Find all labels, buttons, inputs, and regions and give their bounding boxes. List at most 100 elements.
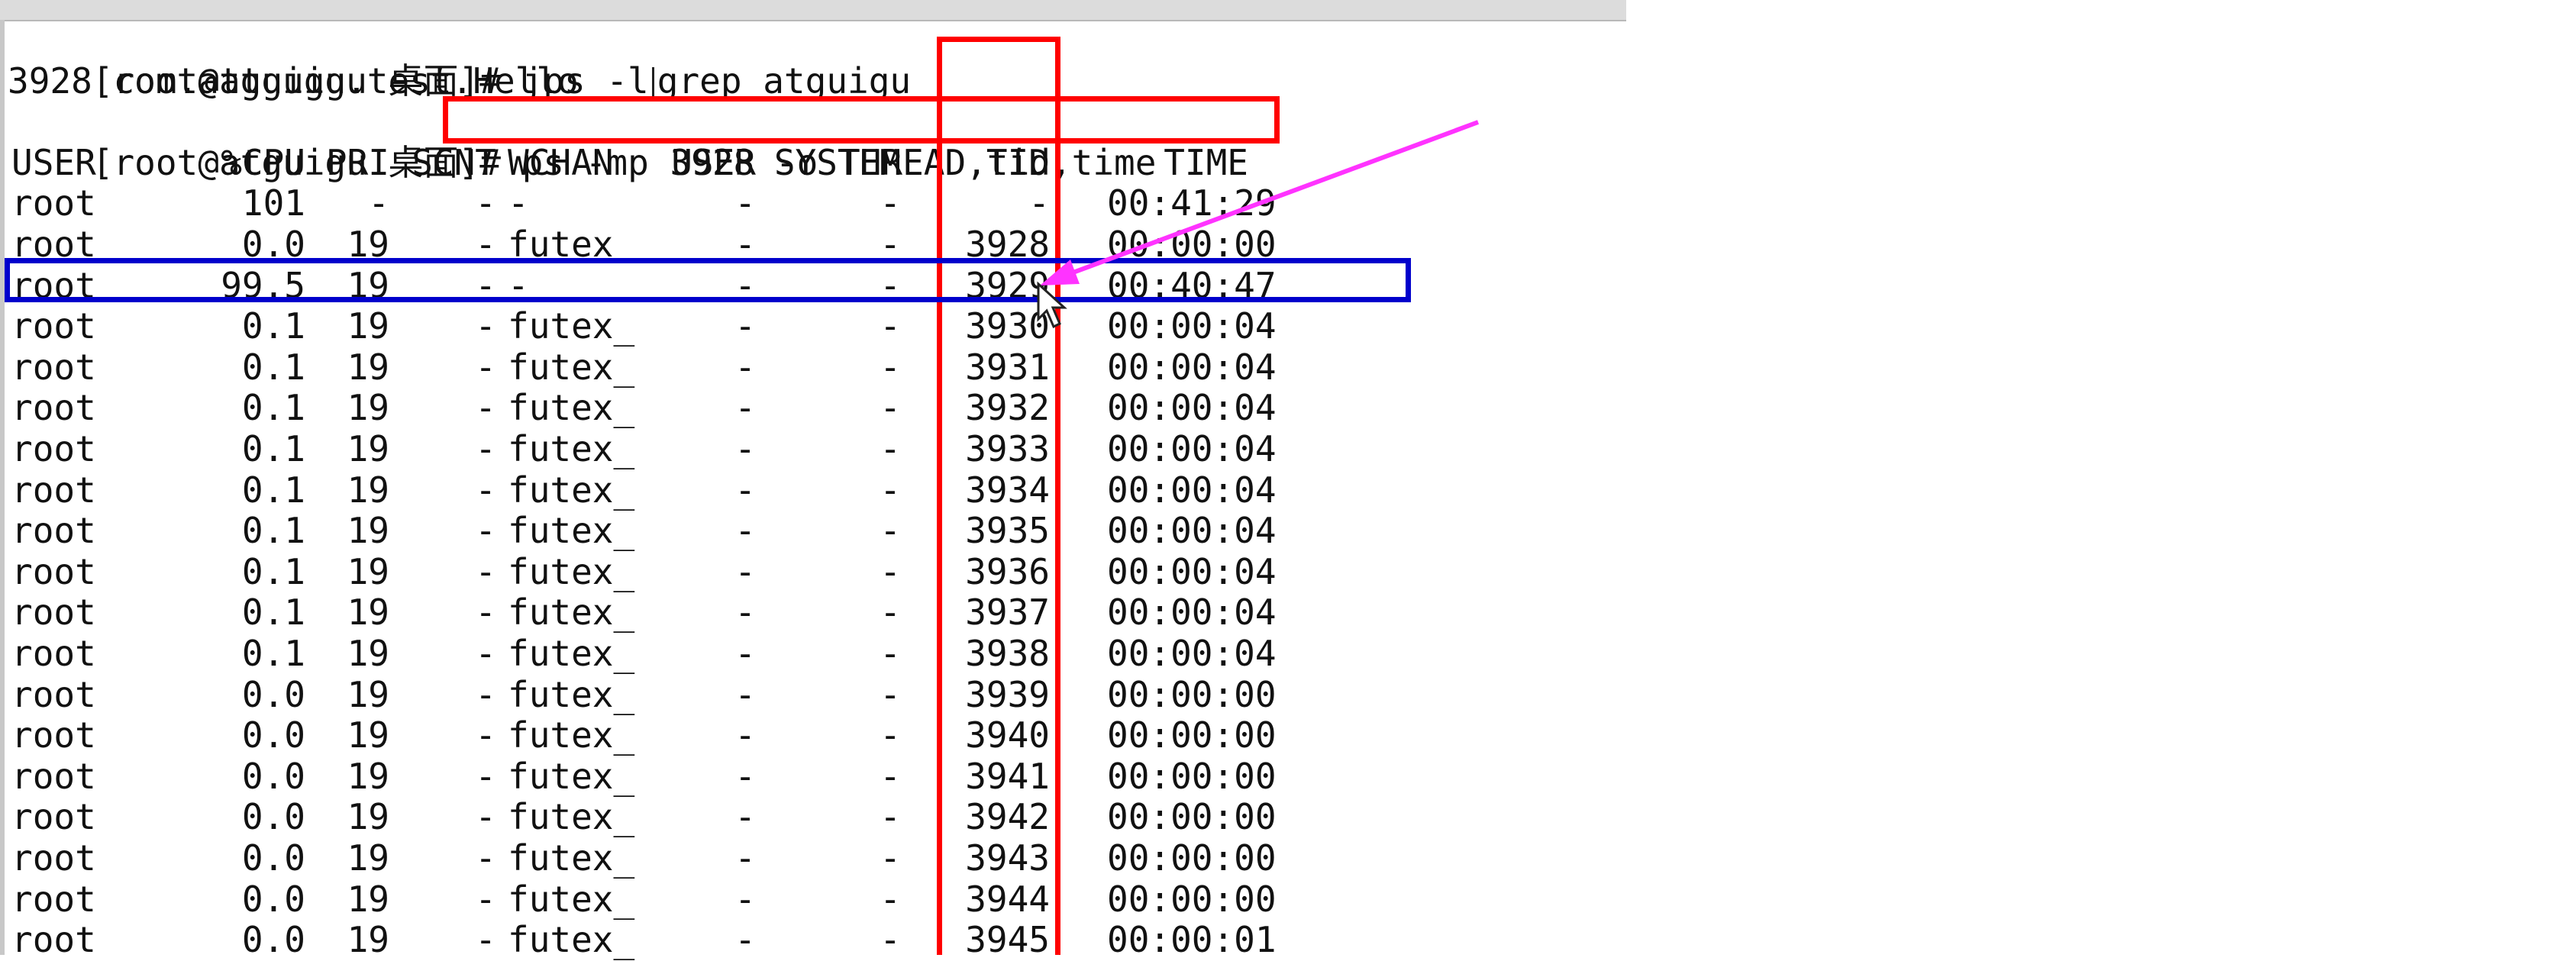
cell-pri: 19 — [347, 510, 389, 552]
header-system: SYSTEM — [773, 141, 901, 183]
cell-pri: 19 — [347, 919, 389, 961]
cell-wchan: futex_ — [508, 755, 635, 797]
header-tid: TID — [986, 141, 1050, 183]
cell-wchan: futex_ — [508, 673, 635, 715]
cell-time: 00:00:04 — [1107, 510, 1277, 552]
cell-tid: 3945 — [965, 919, 1050, 961]
cell-user-time: - — [734, 714, 756, 756]
cell-cpu: 0.1 — [241, 592, 305, 634]
cell-time: 00:00:00 — [1107, 878, 1277, 920]
table-row: root 0.1 19- futex_ - -3935 00:00:04 — [8, 511, 1306, 552]
cell-wchan: futex_ — [508, 469, 635, 511]
header-user: USER — [11, 141, 96, 183]
cell-wchan: futex_ — [508, 633, 635, 674]
cell-scnt: - — [475, 469, 496, 511]
cell-user: root — [11, 673, 96, 715]
cell-tid: 3930 — [965, 305, 1050, 347]
table-row: root 0.0 19- futex_ - -3942 00:00:00 — [8, 797, 1306, 838]
table-row: root 0.1 19- futex_ - -3933 00:00:04 — [8, 428, 1306, 470]
cell-system: - — [880, 469, 901, 511]
cell-tid: 3937 — [965, 592, 1050, 634]
cell-scnt: - — [475, 346, 496, 388]
cell-cpu: 0.0 — [241, 878, 305, 920]
cell-system: - — [880, 919, 901, 961]
cell-user-time: - — [734, 510, 756, 552]
table-header: USER %CPU PRI SCNT WCHAN USER SYSTEM TID… — [8, 141, 1306, 184]
cell-user: root — [11, 469, 96, 511]
cell-system: - — [880, 550, 901, 592]
cell-pri: 19 — [347, 305, 389, 347]
command-line-2-command: ps -mp 3928 -o THREAD,tid,time — [521, 141, 1157, 183]
cell-scnt: - — [475, 387, 496, 429]
cell-time: 00:00:00 — [1107, 673, 1277, 715]
terminal-title-bar — [0, 0, 1626, 21]
table-row: root 0.1 19- futex_ - -3938 00:00:04 — [8, 633, 1306, 675]
cell-scnt: - — [475, 714, 496, 756]
cell-scnt: - — [475, 550, 496, 592]
cell-pri: 19 — [347, 224, 389, 265]
cell-cpu: 0.0 — [241, 837, 305, 879]
cell-system: - — [880, 755, 901, 797]
cell-user-time: - — [734, 755, 756, 797]
cell-cpu: 0.1 — [241, 428, 305, 469]
table-row: root 0.1 19- futex_ - -3930 00:00:04 — [8, 306, 1306, 347]
cell-user-time: - — [734, 633, 756, 674]
cell-time: 00:00:04 — [1107, 592, 1277, 634]
cell-system: - — [880, 878, 901, 920]
table-row: root 0.0 19- futex_ - -3940 00:00:00 — [8, 715, 1306, 756]
cell-user: root — [11, 510, 96, 552]
cell-tid: 3932 — [965, 387, 1050, 429]
command-line-1-prefix: [root@atguigu 桌面]# jps -l — [92, 60, 649, 102]
cell-scnt: - — [475, 510, 496, 552]
cell-tid: 3944 — [965, 878, 1050, 920]
cell-tid: 3931 — [965, 346, 1050, 388]
cell-user-time: - — [734, 878, 756, 920]
cell-system: - — [880, 796, 901, 838]
cell-pri: 19 — [347, 837, 389, 879]
cell-user: root — [11, 346, 96, 388]
cell-pri: 19 — [347, 755, 389, 797]
table-row: root 0.0 19- futex - -3928 00:00:00 — [8, 224, 1306, 266]
cell-user-time: - — [734, 673, 756, 715]
cell-scnt: - — [475, 673, 496, 715]
cell-wchan: futex_ — [508, 305, 635, 347]
cell-user: root — [11, 837, 96, 879]
cell-wchan: futex_ — [508, 428, 635, 469]
cell-system: - — [880, 592, 901, 634]
cell-wchan: futex_ — [508, 387, 635, 429]
cell-tid: 3934 — [965, 469, 1050, 511]
cell-wchan: futex_ — [508, 919, 635, 961]
cell-system: - — [880, 633, 901, 674]
cell-wchan: - — [508, 182, 529, 224]
cell-tid: 3928 — [965, 224, 1050, 265]
table-row: root 0.0 19- futex_ - -3939 00:00:00 — [8, 673, 1306, 716]
cell-system: - — [880, 673, 901, 715]
cell-tid: 3933 — [965, 428, 1050, 469]
cell-time: 00:00:01 — [1107, 919, 1277, 961]
cell-user: root — [11, 878, 96, 920]
row-highlight-box — [5, 258, 1411, 302]
cell-tid: 3936 — [965, 550, 1050, 592]
cell-wchan: futex_ — [508, 714, 635, 756]
cell-tid: 3940 — [965, 714, 1050, 756]
cell-pri: 19 — [347, 673, 389, 715]
command-line-2: [root@atguigu 桌面]# ps -mp 3928 -o THREAD… — [8, 102, 1157, 183]
cell-cpu: 0.1 — [241, 469, 305, 511]
cell-user-time: - — [734, 796, 756, 838]
cell-wchan: futex_ — [508, 510, 635, 552]
cell-time: 00:00:04 — [1107, 346, 1277, 388]
cell-scnt: - — [475, 182, 496, 224]
cell-user-time: - — [734, 550, 756, 592]
cell-pri: 19 — [347, 346, 389, 388]
cell-wchan: futex_ — [508, 592, 635, 634]
cell-pri: 19 — [347, 387, 389, 429]
cell-system: - — [880, 346, 901, 388]
cell-time: 00:00:04 — [1107, 387, 1277, 429]
mouse-pointer-icon — [1037, 281, 1067, 329]
cell-time: 00:00:00 — [1107, 755, 1277, 797]
cell-tid: 3941 — [965, 755, 1050, 797]
cell-tid: - — [1028, 182, 1050, 224]
cell-pri: 19 — [347, 428, 389, 469]
cell-user: root — [11, 428, 96, 469]
table-row: root 0.1 19- futex_ - -3936 00:00:04 — [8, 550, 1306, 593]
